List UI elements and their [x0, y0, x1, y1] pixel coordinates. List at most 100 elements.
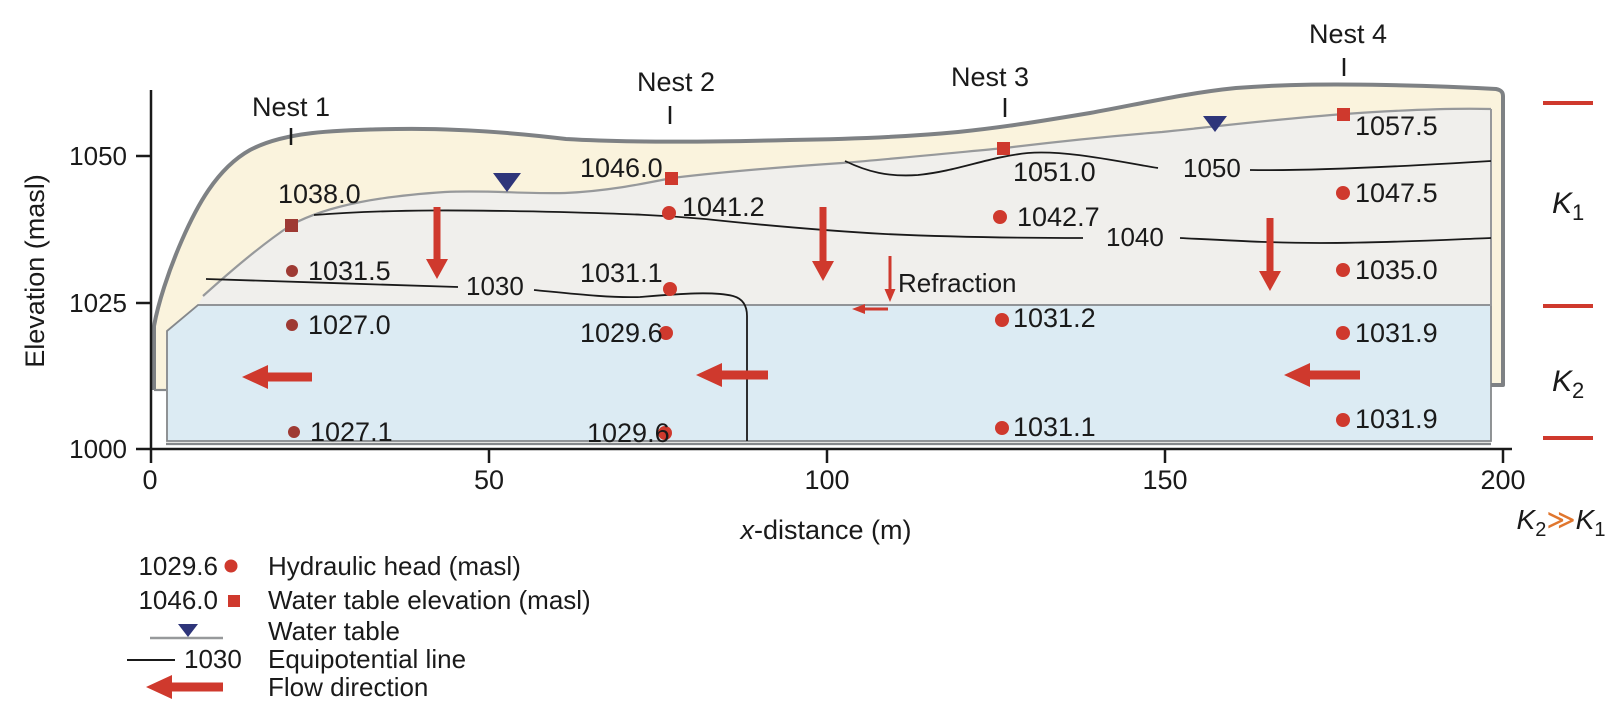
- head-dot: [995, 421, 1009, 435]
- nest-3-head-value: 1031.2: [1013, 303, 1096, 333]
- nest-2-head-value: 1029.6: [587, 418, 670, 448]
- nest-4-square-marker: [1337, 108, 1350, 121]
- nest-1-label: Nest 1: [252, 92, 330, 122]
- layer-conductivity-labels: K1 K2 K2≫K1: [1517, 101, 1606, 541]
- legend-head-label: Hydraulic head (masl): [268, 551, 521, 581]
- head-dot: [286, 319, 298, 331]
- legend-head-value: 1029.6: [138, 551, 218, 581]
- hydraulic-head-markers: [286, 186, 1350, 440]
- down-flow-arrow: [426, 207, 448, 279]
- x-axis-ticks: [149, 449, 1505, 463]
- x-tick-0: 0: [142, 465, 157, 495]
- head-dot: [1336, 413, 1350, 427]
- legend: 1029.6 Hydraulic head (masl) 1046.0 Wate…: [127, 551, 591, 702]
- head-dot: [1336, 326, 1350, 340]
- water-table-triangle-icon: [178, 624, 198, 637]
- nest-1-square-marker: [285, 219, 298, 232]
- left-flow-arrow: [242, 365, 312, 389]
- k-relation-left-base: K: [1517, 504, 1537, 535]
- x-tick-labels: 0 50 100 150 200: [142, 465, 1525, 495]
- k-relation-label: K2≫K1: [1517, 504, 1606, 541]
- head-dot: [995, 313, 1009, 327]
- nest-labels: Nest 1 Nest 2 Nest 3 Nest 4: [252, 19, 1387, 122]
- axes: 1050 1025 1000 0 50 100 150 200 Elevatio…: [20, 90, 1526, 545]
- water-table-triangle-icon: [1203, 116, 1227, 132]
- nest-3-head-value: 1031.1: [1013, 412, 1096, 442]
- nest-3-head-value: 1042.7: [1017, 202, 1100, 232]
- k-relation-left-sub: 2: [1535, 519, 1546, 541]
- flow-direction-arrow-icon: [146, 675, 223, 699]
- nest-1-head-value: 1027.0: [308, 310, 391, 340]
- head-dot: [658, 426, 672, 440]
- k-relation-right-base: K: [1576, 504, 1596, 535]
- k1-sub: 1: [1572, 200, 1584, 225]
- nest-4-label: Nest 4: [1309, 19, 1387, 49]
- nest-2-head-value: 1031.1: [580, 258, 663, 288]
- x-axis-title: x-distance (m): [738, 515, 911, 545]
- nest-4-head-value: 1035.0: [1355, 255, 1438, 285]
- refraction-label: Refraction: [898, 268, 1017, 298]
- legend-wt-elev-value: 1046.0: [138, 585, 218, 615]
- flow-arrows: [242, 207, 1360, 389]
- legend-equipotential-label: Equipotential line: [268, 644, 466, 674]
- equipotential-1050-line: [844, 151, 1159, 177]
- x-tick-50: 50: [474, 465, 504, 495]
- nest-3-square-marker: [997, 142, 1010, 155]
- k-relation-right-sub: 1: [1594, 519, 1605, 541]
- y-axis-ticks: [136, 154, 151, 451]
- nest-4-wt-value: 1057.5: [1355, 111, 1438, 141]
- head-dot: [288, 426, 300, 438]
- nest-tick-marks: [289, 58, 1346, 145]
- equipotential-lines: [205, 151, 1492, 441]
- head-dot: [1336, 186, 1350, 200]
- x-tick-100: 100: [804, 465, 849, 495]
- nest-3-wt-value: 1051.0: [1013, 157, 1096, 187]
- layer-bracket-dashes: [1543, 101, 1593, 440]
- head-dot: [659, 326, 673, 340]
- equipotential-1040-line-right: [1179, 237, 1492, 244]
- head-dot: [993, 210, 1007, 224]
- ground-surface-line: [152, 82, 1505, 390]
- water-table-elevation-markers: [285, 108, 1350, 232]
- head-dot: [663, 282, 677, 296]
- nest-2-wt-value: 1046.0: [580, 153, 663, 183]
- equipotential-1030-line: [205, 278, 459, 288]
- k2-base: K: [1552, 365, 1574, 398]
- x-tick-200: 200: [1480, 465, 1525, 495]
- equipotential-1030-line-refracted: [533, 289, 748, 441]
- legend-water-table-label: Water table: [268, 616, 400, 646]
- nest-4-head-value: 1047.5: [1355, 178, 1438, 208]
- head-dot: [662, 206, 676, 220]
- y-tick-1050: 1050: [69, 141, 127, 171]
- y-tick-1000: 1000: [69, 434, 127, 464]
- k1-label: K1: [1552, 187, 1584, 225]
- k1-base: K: [1552, 187, 1574, 220]
- k2-sub: 2: [1572, 378, 1584, 403]
- equipotential-label-1040: 1040: [1106, 222, 1164, 252]
- legend-flow-label: Flow direction: [268, 672, 428, 702]
- wt-elevation-square-icon: [228, 595, 240, 607]
- head-dot: [286, 265, 298, 277]
- left-flow-arrow: [696, 363, 768, 387]
- legend-equipotential-value: 1030: [184, 644, 242, 674]
- nest-1-head-value: 1031.5: [308, 256, 391, 286]
- equipotential-label-1050: 1050: [1183, 153, 1241, 183]
- y-tick-labels: 1050 1025 1000: [69, 141, 127, 464]
- y-tick-1025: 1025: [69, 288, 127, 318]
- head-dot-icon: [224, 559, 238, 573]
- left-flow-arrow: [1284, 363, 1360, 387]
- head-dot: [1336, 263, 1350, 277]
- nest-1-head-value: 1027.1: [310, 417, 393, 447]
- water-table-line: [202, 107, 1492, 297]
- k2-label: K2: [1552, 365, 1584, 403]
- equipotential-labels: 1030 1040 1050: [466, 153, 1241, 301]
- refraction-arrows: [852, 256, 896, 314]
- water-table-symbols: [493, 116, 1227, 192]
- down-flow-arrow: [812, 207, 834, 281]
- k2-layer-fill: [166, 304, 1492, 442]
- nest-2-label: Nest 2: [637, 67, 715, 97]
- much-greater-than-icon: ≫: [1546, 504, 1575, 535]
- y-axis-title: Elevation (masl): [20, 174, 50, 368]
- water-table-triangle-icon: [493, 173, 521, 192]
